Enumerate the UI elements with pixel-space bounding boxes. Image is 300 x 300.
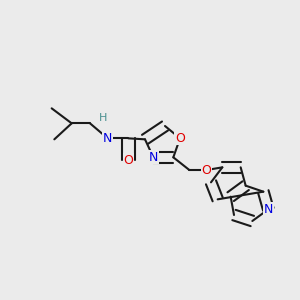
Text: O: O — [175, 132, 185, 145]
Text: H: H — [99, 113, 107, 123]
Text: N: N — [264, 203, 273, 216]
Text: O: O — [202, 164, 212, 176]
Text: N: N — [148, 151, 158, 164]
Text: N: N — [103, 132, 112, 145]
Text: O: O — [123, 154, 133, 166]
